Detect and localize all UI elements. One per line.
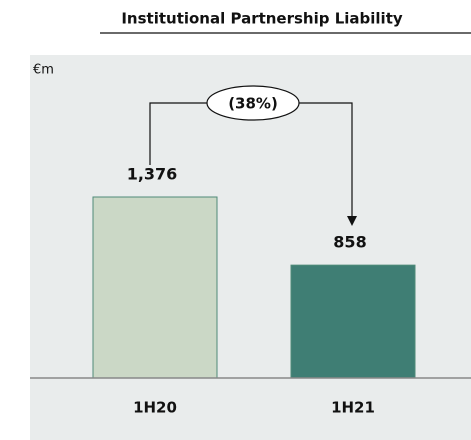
- value-label: 858: [333, 233, 366, 252]
- annotation-bubble: [206, 85, 300, 121]
- unit-label: €m: [33, 63, 54, 78]
- x-tick-label: 1H20: [133, 399, 177, 417]
- bar: [92, 196, 218, 379]
- chart-title: Institutional Partnership Liability: [121, 10, 403, 28]
- annotation: (38%): [228, 95, 278, 113]
- bar: [290, 264, 416, 379]
- x-tick-label: 1H21: [331, 399, 375, 417]
- arrow-head: [347, 216, 357, 226]
- change-connector: [149, 102, 353, 218]
- value-label: 1,376: [127, 165, 178, 184]
